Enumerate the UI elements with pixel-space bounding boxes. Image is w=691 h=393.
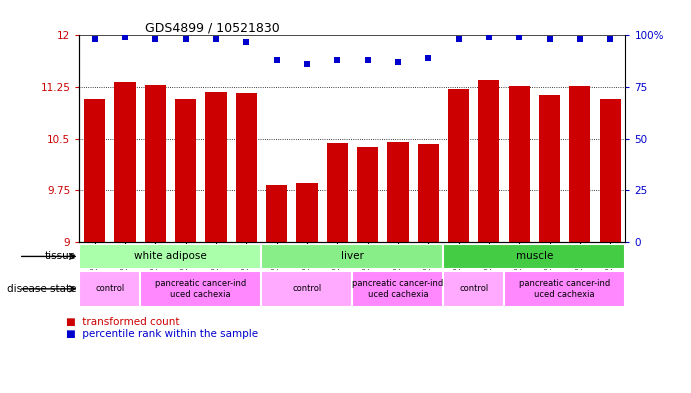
Text: GDS4899 / 10521830: GDS4899 / 10521830 xyxy=(145,21,280,34)
Point xyxy=(240,39,252,45)
Bar xyxy=(296,183,318,242)
Point xyxy=(362,57,373,63)
Text: pancreatic cancer-ind
uced cachexia: pancreatic cancer-ind uced cachexia xyxy=(352,279,444,299)
Bar xyxy=(357,147,378,242)
Point xyxy=(483,34,494,40)
Bar xyxy=(144,85,166,242)
Bar xyxy=(140,271,261,307)
Text: white adipose: white adipose xyxy=(134,252,207,261)
Bar xyxy=(387,142,408,242)
Point xyxy=(544,36,555,42)
Point xyxy=(332,57,343,63)
Point xyxy=(605,36,616,42)
Text: control: control xyxy=(95,285,124,293)
Point xyxy=(453,36,464,42)
Bar xyxy=(236,93,257,242)
Point xyxy=(513,34,524,40)
Text: control: control xyxy=(459,285,489,293)
Bar xyxy=(327,143,348,242)
Bar xyxy=(444,244,625,269)
Point xyxy=(574,36,585,42)
Text: pancreatic cancer-ind
uced cachexia: pancreatic cancer-ind uced cachexia xyxy=(155,279,247,299)
Point xyxy=(210,36,221,42)
Bar xyxy=(569,86,591,242)
Text: muscle: muscle xyxy=(515,252,553,261)
Point xyxy=(89,36,100,42)
Bar xyxy=(205,92,227,242)
Bar xyxy=(261,271,352,307)
Bar xyxy=(504,271,625,307)
Text: control: control xyxy=(292,285,321,293)
Bar xyxy=(417,144,439,242)
Bar xyxy=(352,271,444,307)
Point xyxy=(301,61,312,67)
Bar xyxy=(175,99,196,242)
Bar xyxy=(539,94,560,242)
Point xyxy=(423,55,434,61)
Point xyxy=(150,36,161,42)
Text: tissue: tissue xyxy=(45,252,76,261)
Bar xyxy=(509,86,530,242)
Bar xyxy=(79,244,261,269)
Bar xyxy=(261,244,444,269)
Bar xyxy=(79,271,140,307)
Bar xyxy=(444,271,504,307)
Bar xyxy=(448,89,469,242)
Text: ■  transformed count: ■ transformed count xyxy=(66,317,179,327)
Bar xyxy=(478,80,500,242)
Text: liver: liver xyxy=(341,252,364,261)
Text: disease state: disease state xyxy=(6,284,76,294)
Point xyxy=(180,36,191,42)
Bar xyxy=(266,185,287,242)
Bar xyxy=(84,99,105,242)
Point xyxy=(271,57,282,63)
Text: ■  percentile rank within the sample: ■ percentile rank within the sample xyxy=(66,329,258,339)
Text: pancreatic cancer-ind
uced cachexia: pancreatic cancer-ind uced cachexia xyxy=(519,279,610,299)
Bar xyxy=(600,99,621,242)
Point xyxy=(392,59,404,65)
Point xyxy=(120,34,131,40)
Bar xyxy=(114,82,135,242)
